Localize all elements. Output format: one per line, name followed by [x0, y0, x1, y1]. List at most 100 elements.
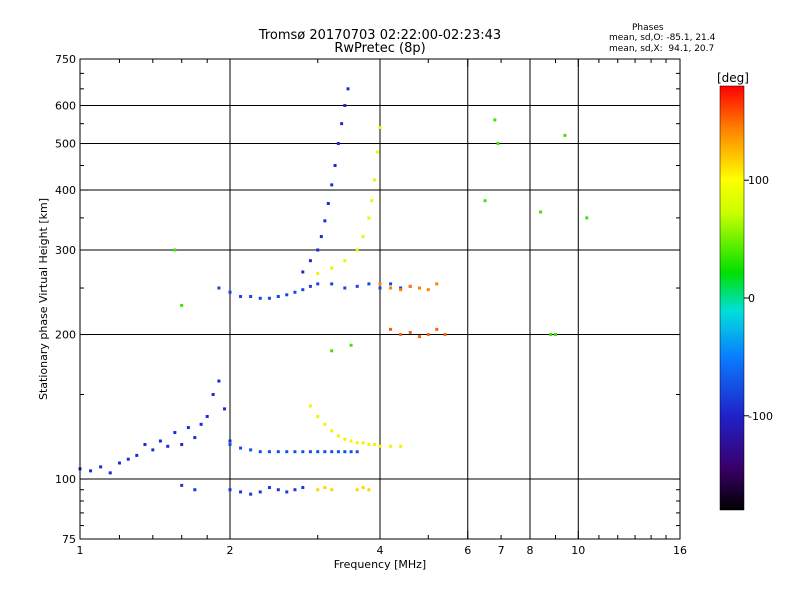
data-point: [367, 443, 371, 447]
data-point: [399, 333, 403, 337]
data-point: [355, 284, 359, 288]
data-point: [343, 259, 347, 263]
data-point: [373, 178, 377, 182]
data-point: [323, 486, 327, 490]
data-point: [399, 286, 403, 290]
phase-stats-x-mode: mean, sd,X: 94.1, 20.7: [609, 44, 715, 54]
colorbar-tick-label: 100: [748, 174, 769, 187]
data-point: [399, 288, 403, 292]
y-tick-label: 400: [55, 184, 76, 197]
data-point: [211, 393, 215, 397]
data-point: [158, 439, 162, 443]
data-point: [223, 407, 227, 411]
data-point: [228, 443, 232, 447]
data-point: [239, 295, 243, 299]
data-point: [99, 465, 103, 469]
x-tick-label: 16: [673, 544, 687, 557]
y-tick-label: 500: [55, 138, 76, 151]
series-multi-hop-echoes-200-km: [389, 327, 447, 339]
data-point: [276, 295, 280, 299]
grid-lines: [80, 59, 680, 539]
series-e-echo-110-km: [78, 379, 232, 475]
data-point: [205, 414, 209, 418]
data-point: [228, 290, 232, 294]
data-point: [301, 450, 305, 454]
data-point: [193, 488, 197, 492]
data-point: [301, 270, 305, 274]
data-point: [389, 327, 393, 331]
data-point: [267, 296, 271, 300]
data-point: [355, 441, 359, 445]
phase-stats-o-mode: mean, sd,O: -85.1, 21.4: [609, 33, 716, 43]
data-point: [285, 293, 289, 297]
series-lower-e-cluster-95-km: [180, 483, 305, 496]
data-point: [173, 431, 177, 435]
data-point: [349, 439, 353, 443]
data-point: [330, 183, 334, 187]
y-tick-label: 750: [55, 53, 76, 66]
data-point: [399, 444, 403, 448]
data-point: [258, 450, 262, 454]
data-point: [349, 343, 353, 347]
data-point: [319, 235, 323, 239]
data-point: [249, 295, 253, 299]
data-point: [267, 486, 271, 490]
y-tick-label: 100: [55, 473, 76, 486]
y-tick-label: 300: [55, 244, 76, 257]
data-point: [330, 349, 334, 353]
data-point: [378, 444, 382, 448]
data-point: [308, 284, 312, 288]
data-point: [389, 286, 393, 290]
x-minor-tick-label: 7: [498, 544, 505, 557]
data-point: [563, 133, 567, 137]
data-point: [493, 118, 497, 122]
data-point: [135, 453, 139, 457]
y-tick-label: 75: [62, 533, 76, 546]
data-point: [108, 471, 112, 475]
data-point: [186, 426, 190, 430]
data-point: [330, 450, 334, 454]
data-point: [355, 450, 359, 454]
data-point: [316, 272, 320, 276]
data-point: [249, 492, 253, 496]
data-point: [435, 282, 439, 286]
data-point: [180, 483, 184, 487]
data-point: [217, 286, 221, 290]
data-point: [180, 303, 184, 307]
data-point: [285, 490, 289, 494]
data-point: [143, 443, 147, 447]
data-point: [336, 142, 340, 146]
series-f-o-mode-rising-trace: [301, 87, 350, 274]
data-point: [276, 450, 280, 454]
data-point: [426, 333, 430, 337]
data-point: [293, 290, 297, 294]
data-point: [443, 333, 447, 337]
data-point: [316, 282, 320, 286]
data-point: [417, 286, 421, 290]
x-tick-label: 2: [227, 544, 234, 557]
data-point: [228, 488, 232, 492]
data-point: [126, 457, 130, 461]
data-point: [378, 286, 382, 290]
data-point: [308, 259, 312, 263]
data-point: [308, 450, 312, 454]
data-point: [323, 450, 327, 454]
data-point: [378, 282, 382, 286]
chart-title: Tromsø 20170703 02:22:00-02:23:43: [258, 28, 502, 43]
data-point: [166, 444, 170, 448]
colorbar: [719, 85, 745, 511]
data-point: [343, 437, 347, 441]
data-point: [435, 327, 439, 331]
data-point: [316, 450, 320, 454]
data-point: [361, 235, 365, 239]
data-point: [323, 422, 327, 426]
x-tick-label: 4: [377, 544, 384, 557]
y-tick-label: 600: [55, 100, 76, 113]
data-point: [426, 288, 430, 292]
data-point: [258, 296, 262, 300]
data-point: [343, 286, 347, 290]
data-point: [301, 486, 305, 490]
series-f-x-mode-rising-trace: [316, 125, 382, 276]
data-point: [330, 282, 334, 286]
data-point: [367, 282, 371, 286]
